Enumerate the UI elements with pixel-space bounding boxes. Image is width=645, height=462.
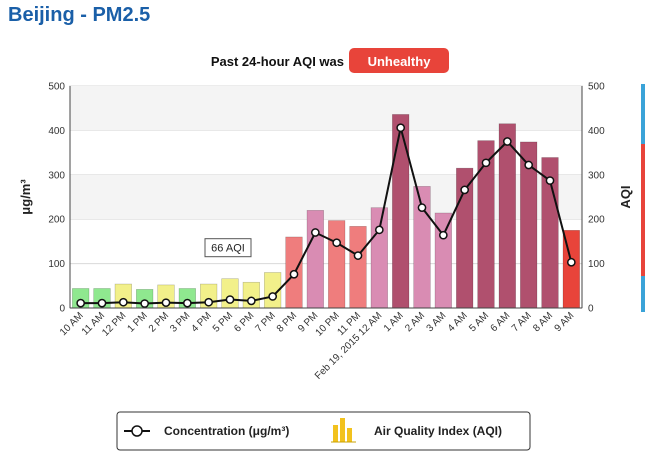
y-tick-left: 200	[48, 215, 65, 226]
y-tick-right: 500	[588, 82, 605, 93]
aqi-bar	[349, 226, 367, 309]
y-tick-left: 300	[48, 170, 65, 181]
concentration-point	[353, 251, 363, 260]
concentration-point	[289, 269, 299, 279]
x-tick-label: 7 PM	[254, 310, 278, 334]
aqi-bar	[370, 207, 388, 309]
concentration-point	[204, 297, 214, 307]
concentration-point	[268, 292, 278, 301]
legend-box	[116, 411, 531, 451]
legend-concentration-label: Concentration (μg/m³)	[164, 424, 289, 438]
concentration-point	[332, 238, 342, 248]
legend-bar-icon	[331, 418, 356, 443]
y-axis-left-title: μg/m³	[18, 179, 33, 215]
x-tick-label: 4 PM	[190, 310, 214, 334]
y-tick-right: 0	[588, 304, 594, 315]
page-title: Beijing - PM2.5	[8, 4, 151, 26]
concentration-point	[76, 298, 86, 308]
x-tick-label: 6 AM	[489, 310, 513, 334]
x-tick-label: 5 PM	[211, 310, 235, 334]
concentration-point	[502, 137, 512, 146]
status-badge	[349, 48, 449, 73]
x-tick-label: 10 PM	[314, 310, 342, 338]
plot-band	[70, 86, 582, 131]
x-tick-label: 4 AM	[446, 310, 470, 334]
aqi-scale-strip-top	[641, 84, 645, 144]
x-tick-label: 12 PM	[100, 310, 128, 338]
y-tick-right: 100	[588, 259, 605, 270]
aqi-bar	[328, 220, 346, 309]
aqi-bar	[498, 123, 516, 309]
y-tick-left: 500	[48, 82, 65, 93]
legend: Concentration (μg/m³) Air Quality Index …	[116, 411, 531, 451]
concentration-point	[182, 298, 192, 308]
concentration-point	[460, 185, 470, 195]
aqi-bar	[306, 210, 324, 309]
aqi-scale-strip-mid	[641, 144, 645, 276]
chart-subtitle: Past 24-hour AQI was	[211, 54, 344, 69]
concentration-point	[118, 297, 128, 307]
x-tick-label: 7 AM	[510, 310, 534, 334]
y-tick-left: 100	[48, 259, 65, 270]
concentration-point	[374, 225, 384, 235]
concentration-point	[225, 295, 235, 304]
aqi-bar	[392, 114, 410, 309]
x-tick-label: 8 AM	[531, 310, 555, 334]
gridlines	[70, 85, 582, 309]
y-axis-right-title: AQI	[618, 185, 633, 208]
annotation-label: 66 AQI	[211, 243, 245, 255]
x-tick-label: 6 PM	[232, 310, 256, 334]
status-badge-label: Unhealthy	[368, 54, 432, 69]
aqi-scale-strip-bottom	[641, 276, 645, 312]
x-tick-label: 8 PM	[275, 310, 299, 334]
x-tick-label: 1 PM	[126, 310, 150, 334]
legend-aqi-label: Air Quality Index (AQI)	[374, 424, 502, 438]
x-tick-label: 1 AM	[382, 310, 406, 334]
concentration-point	[396, 123, 406, 133]
concentration-point	[481, 158, 491, 168]
x-tick-label: 5 AM	[467, 310, 491, 334]
y-tick-left: 400	[48, 126, 65, 137]
concentration-point	[524, 160, 534, 170]
y-tick-right: 200	[588, 215, 605, 226]
x-tick-label: 10 AM	[58, 310, 86, 338]
x-tick-label: 9 AM	[553, 310, 577, 334]
concentration-point	[438, 230, 448, 240]
concentration-point	[140, 299, 150, 308]
concentration-point	[97, 298, 107, 308]
concentration-point	[246, 296, 256, 306]
concentration-point	[310, 228, 320, 237]
y-tick-right: 300	[588, 170, 605, 181]
y-tick-left: 0	[59, 304, 65, 315]
x-tick-label: 3 AM	[425, 310, 449, 334]
concentration-point	[161, 298, 171, 308]
plot-band	[70, 174, 582, 220]
aqi-annotation: 66 AQI	[204, 238, 252, 258]
legend-marker-icon	[131, 425, 143, 437]
x-tick-label: 2 PM	[147, 310, 171, 334]
concentration-point	[417, 203, 427, 213]
concentration-point	[545, 176, 555, 185]
y-tick-right: 400	[588, 126, 605, 137]
x-tick-label: 3 PM	[168, 310, 192, 334]
annotation-box	[204, 238, 252, 258]
x-tick-label: 2 AM	[403, 310, 427, 334]
concentration-line	[76, 123, 576, 308]
concentration-point	[566, 257, 576, 267]
